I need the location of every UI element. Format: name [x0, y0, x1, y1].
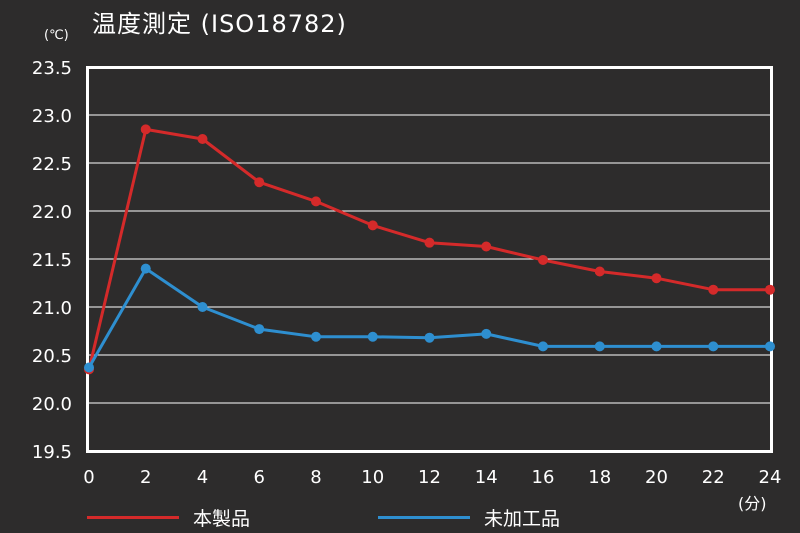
x-tick-label: 4 [197, 467, 208, 488]
data-point [594, 341, 605, 352]
series [84, 124, 775, 375]
data-point [708, 341, 719, 352]
y-tick-label: 19.5 [32, 442, 72, 463]
data-point [254, 177, 265, 188]
x-tick-label: 18 [588, 467, 611, 488]
data-point [311, 331, 321, 342]
x-tick-label: 10 [361, 467, 384, 488]
legend-swatch-unprocessed [378, 515, 470, 519]
y-axis-unit: (℃) [44, 28, 69, 43]
y-tick-label: 23.5 [32, 58, 72, 79]
y-tick-label: 21.5 [32, 250, 72, 271]
x-tick-label: 14 [475, 467, 498, 488]
data-point [481, 328, 492, 339]
data-point [140, 263, 151, 274]
grid [89, 114, 770, 404]
data-point [84, 362, 94, 373]
series-line-1 [87, 267, 770, 369]
x-tick-label: 24 [759, 467, 782, 488]
plot-frame [86, 66, 773, 453]
x-tick-label: 6 [254, 467, 265, 488]
x-tick-label: 16 [532, 467, 555, 488]
legend-item-product: 本製品 [87, 502, 250, 532]
data-point [424, 237, 435, 248]
data-point [765, 341, 775, 352]
data-point [197, 134, 208, 144]
x-tick-label: 2 [140, 467, 151, 488]
data-point [367, 331, 378, 342]
x-tick-label: 12 [418, 467, 441, 488]
y-tick-label: 23.0 [32, 106, 72, 127]
legend-item-unprocessed: 未加工品 [378, 502, 560, 532]
data-point [424, 332, 435, 343]
data-point [311, 196, 321, 207]
x-tick-label: 22 [702, 467, 725, 488]
legend-label-unprocessed: 未加工品 [484, 507, 561, 530]
y-tick-label: 21.0 [32, 298, 72, 319]
data-point [594, 266, 605, 277]
x-tick-label: 0 [83, 467, 94, 488]
y-axis-ticks: 19.5 20.0 20.5 21.0 21.5 22.0 22.5 23.0 23.5 [32, 58, 72, 463]
y-tick-label: 20.5 [32, 346, 72, 367]
data-point [481, 241, 492, 252]
x-axis-unit: (分) [738, 494, 767, 513]
data-point [651, 273, 662, 284]
data-point [140, 124, 151, 135]
data-point [538, 341, 548, 352]
data-point [197, 302, 208, 312]
y-tick-label: 22.5 [32, 154, 72, 175]
data-point [651, 341, 662, 352]
legend-label-product: 本製品 [193, 507, 251, 530]
data-point [765, 284, 775, 295]
chart-title: 温度測定 (ISO18782) [92, 10, 347, 38]
x-tick-label: 20 [645, 467, 668, 488]
data-point [367, 220, 378, 231]
data-point [254, 324, 265, 335]
y-tick-label: 20.0 [32, 394, 72, 415]
x-tick-label: 8 [310, 467, 321, 488]
legend-swatch-product [87, 515, 179, 519]
y-tick-label: 22.0 [32, 202, 72, 223]
data-point [538, 254, 548, 265]
x-axis-ticks: 0 2 4 6 8 10 12 14 16 18 20 22 24 [83, 467, 781, 488]
data-point [708, 284, 719, 295]
